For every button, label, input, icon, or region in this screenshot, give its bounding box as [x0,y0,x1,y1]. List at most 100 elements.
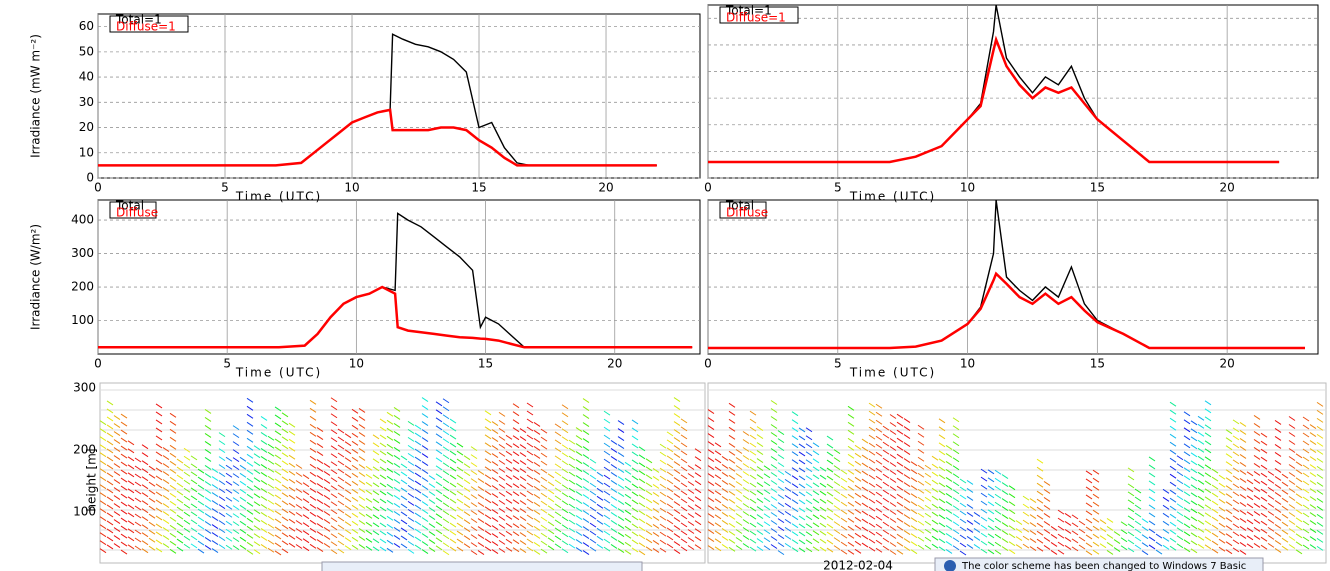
wind-barb [568,487,576,493]
wind-barb [561,428,569,434]
wind-barb [141,468,149,474]
wind-barb [652,468,660,473]
wind-barb [190,535,198,541]
wind-barb [1225,501,1233,507]
wind-barb [1029,514,1037,519]
wind-barb [707,529,715,534]
wind-barb [1239,494,1247,499]
wind-barb [274,454,282,460]
wind-barb [624,517,632,523]
wind-barb [512,427,520,433]
wind-barb [470,470,478,476]
wind-barb [176,498,184,504]
wind-barb [1036,474,1044,480]
wind-barb [344,545,352,551]
wind-barb [386,475,394,481]
wind-barb [281,548,289,554]
wind-barb [554,511,562,517]
wind-barb [120,413,128,419]
wind-barb [728,458,736,464]
wind-barb [449,498,457,504]
x-tick-label: 15 [1090,181,1105,195]
wind-barb [407,548,415,554]
wind-barb [435,497,443,503]
wind-barb [337,500,345,506]
wind-barb [903,538,911,543]
wind-barb [987,541,995,547]
wind-barb [428,547,436,552]
wind-barb [281,508,289,514]
wind-barb [826,507,834,513]
wind-barb [882,513,890,519]
wind-barb [596,471,604,477]
wind-barb [316,483,324,488]
wind-barb [1316,401,1324,407]
wind-barb [1057,549,1065,555]
wind-barb [477,550,485,555]
wind-barb [386,523,394,529]
wind-barb [631,475,639,481]
wind-barb [127,456,135,462]
wind-barb [330,429,338,435]
wind-barb [1309,472,1317,477]
wind-barb [687,545,695,550]
wind-barb [1246,535,1254,541]
wind-barb [470,486,478,492]
wind-barb [994,501,1002,507]
wind-barb [309,471,317,477]
wind-barb [1316,545,1324,551]
wind-barb [624,485,632,491]
wind-barb [687,489,695,494]
wind-barb [791,419,799,425]
wind-barb [414,440,422,446]
wind-barb [372,450,380,456]
wind-barb [351,520,359,526]
wind-barb [449,546,457,552]
wind-barb [1043,521,1051,526]
wind-barb [1316,441,1324,447]
wind-barb [1309,440,1317,445]
wind-barb [281,540,289,546]
legend-box [109,201,157,219]
wind-barb [428,531,436,536]
wind-barb [274,494,282,500]
wind-ylabel: height [m] [85,448,99,511]
wind-barb [309,407,317,413]
wind-barb [554,455,562,461]
wind-barb [407,468,415,474]
wind-barb [596,543,604,549]
wind-barb [582,470,590,475]
wind-barb [204,497,212,502]
wind-barb [1239,550,1247,555]
wind-barb [1176,503,1184,509]
wind-barb [1085,502,1093,508]
wind-barb [316,507,324,512]
wind-barb [938,482,946,488]
wind-barb [414,456,422,462]
wind-barb [659,451,667,457]
wind-barb [617,548,625,553]
wind-barb [1211,540,1219,546]
wind-barb [1106,550,1114,555]
wind-barb [211,500,219,505]
wind-barb [1008,549,1016,555]
wind-barb [784,542,792,548]
wind-barb [1197,527,1205,533]
wind-barb [498,435,506,441]
wind-barb [1267,510,1275,516]
wind-barb [791,483,799,489]
wind-barb [1183,515,1191,521]
wind-barb [728,482,736,488]
wind-barb [931,527,939,533]
wind-barb [1078,528,1086,534]
wind-barb [931,487,939,493]
wind-barb [393,487,401,492]
wind-barb [561,476,569,482]
wind-barb [582,526,590,531]
wind-barb [1169,417,1177,423]
wind-barb [610,528,618,533]
wind-barb [526,458,534,464]
wind-barb [533,550,541,555]
wind-barb [232,473,240,479]
wind-barb [735,545,743,550]
